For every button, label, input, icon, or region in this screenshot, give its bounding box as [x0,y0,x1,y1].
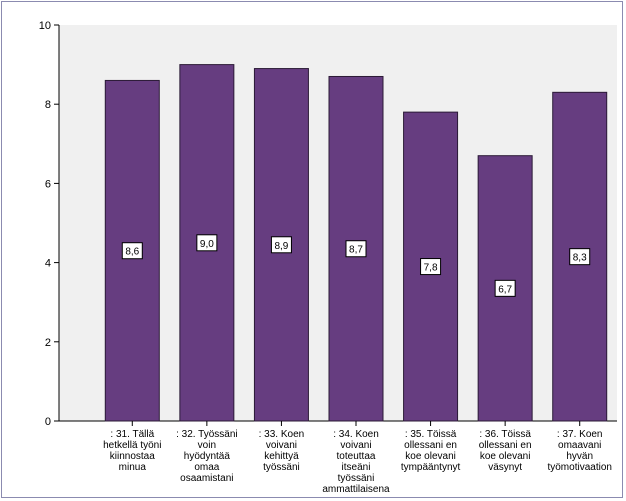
data-label: 8,3 [573,253,587,264]
x-tick-label: : 35. Töissä ollessani en koe olevani tympä… [401,429,461,473]
data-label: 7,8 [424,263,438,274]
x-tick-label-line: työssäni [263,462,300,473]
x-tick-label-line: hyvän [566,451,593,462]
x-tick-label-line: itseäni [342,462,371,473]
x-tick-label-line: voin [198,440,216,451]
x-tick-label-line: : 33. Koen [259,429,305,440]
x-tick-label-line: kehittyä [264,451,299,462]
x-tick-label-line: tympääntynyt [401,462,461,473]
x-tick-label-line: koe olevani [480,451,531,462]
x-tick-label-line: : 32. Työssäni [176,429,238,440]
data-label: 9,0 [200,239,214,250]
x-tick-label-line: toteuttaa [337,451,376,462]
x-tick-label-line: minua [119,462,147,473]
x-tick-label-line: väsynyt [488,462,522,473]
x-tick-label-line: koe olevani [405,451,456,462]
data-label: 8,7 [349,245,363,256]
x-tick-label-line: omaa [194,462,219,473]
x-tick-label-line: omaavani [558,440,601,451]
x-tick-label: : 33. Koen voivani kehittyä työssäni [259,429,305,473]
x-tick-label-line: : 37. Koen [557,429,603,440]
x-tick-label-line: voivani [266,440,297,451]
x-tick-label-line: hetkellä työni [103,440,161,451]
y-tick-label: 8 [45,99,51,111]
data-label-box [420,258,442,276]
y-tick-label: 6 [45,178,51,190]
y-tick-label: 0 [45,416,51,428]
data-label-box [494,279,516,297]
x-tick-label-line: ammattilaisena [322,484,390,495]
x-tick-label-line: osaamistani [180,473,233,484]
x-tick-label-line: : 35. Töissä [405,429,457,440]
data-label: 6,7 [498,284,512,295]
data-label-box [270,236,292,254]
y-tick-label: 4 [45,258,51,270]
x-tick-label-line: : 31. Tällä [110,429,154,440]
y-tick-label: 10 [39,20,51,32]
x-tick-label-line: työssäni [338,473,375,484]
x-tick-label: : 32. Työssäni voin hyödyntää omaa osaamista… [176,429,238,484]
x-tick-label-line: ollessani en [404,440,457,451]
x-tick-label: : 34. Koen voivani toteuttaa itseäni työssän… [322,429,390,495]
x-tick-label: : 31. Tällä hetkellä työni kiinnostaa minua [103,429,161,473]
y-tick-label: 2 [45,337,51,349]
data-label: 8,9 [274,241,288,252]
x-tick-label-line: : 34. Koen [333,429,379,440]
data-label-box [121,242,143,260]
x-tick-label-line: : 36. Töissä [479,429,531,440]
data-label-box [345,240,367,258]
x-tick-label: : 37. Koen omaavani hyvän työmotivaation [547,429,611,473]
x-tick-label-line: ollessani en [479,440,532,451]
data-label: 8,6 [125,247,139,258]
x-tick-label-line: kiinnostaa [110,451,155,462]
data-label-box [569,248,591,266]
data-label-box [196,234,218,252]
x-tick-label-line: voivani [340,440,371,451]
x-tick-label-line: hyödyntää [184,451,231,462]
x-tick-label: : 36. Töissä ollessani en koe olevani väsyn… [479,429,532,473]
x-tick-label-line: työmotivaation [547,462,611,473]
